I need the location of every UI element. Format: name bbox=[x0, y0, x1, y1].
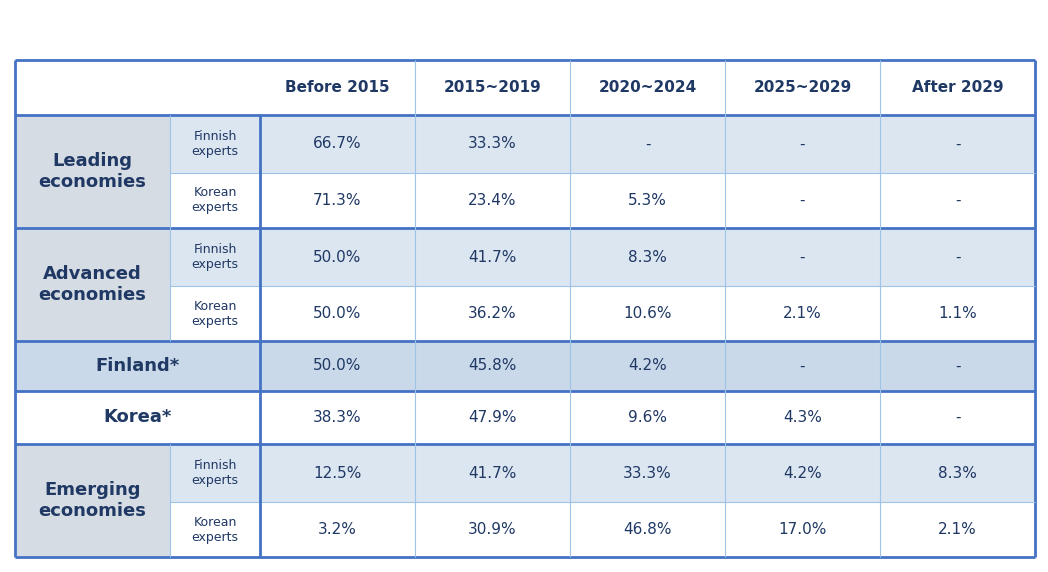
Text: 2020~2024: 2020~2024 bbox=[598, 80, 697, 95]
Text: Korean
experts: Korean experts bbox=[192, 300, 239, 328]
Text: -: - bbox=[955, 137, 960, 152]
Bar bbox=[15, 391, 170, 444]
Text: Emerging
economies: Emerging economies bbox=[39, 481, 147, 520]
Text: 8.3%: 8.3% bbox=[628, 249, 667, 264]
Text: 17.0%: 17.0% bbox=[779, 522, 827, 537]
Bar bbox=[170, 286, 260, 341]
Text: -: - bbox=[800, 137, 805, 152]
Bar bbox=[15, 341, 170, 391]
Text: -: - bbox=[955, 193, 960, 208]
Bar bbox=[15, 173, 170, 228]
Bar bbox=[15, 444, 1035, 502]
Text: Finland*: Finland* bbox=[95, 357, 179, 375]
Text: 2015~2019: 2015~2019 bbox=[443, 80, 542, 95]
Text: -: - bbox=[800, 359, 805, 374]
Bar bbox=[15, 286, 1035, 341]
Text: 33.3%: 33.3% bbox=[624, 466, 672, 480]
Text: After 2029: After 2029 bbox=[912, 80, 1003, 95]
Bar bbox=[15, 286, 170, 341]
Bar bbox=[15, 502, 1035, 557]
Bar bbox=[15, 444, 170, 502]
Text: Finnish
experts: Finnish experts bbox=[192, 130, 239, 158]
Text: 12.5%: 12.5% bbox=[313, 466, 362, 480]
Bar bbox=[15, 115, 170, 173]
Text: 4.3%: 4.3% bbox=[783, 410, 822, 425]
Bar bbox=[15, 391, 260, 444]
Text: 1.1%: 1.1% bbox=[938, 306, 977, 321]
Text: Leading
economies: Leading economies bbox=[39, 152, 147, 191]
Text: 23.4%: 23.4% bbox=[468, 193, 517, 208]
Text: 3.2%: 3.2% bbox=[318, 522, 357, 537]
Text: Before 2015: Before 2015 bbox=[285, 80, 390, 95]
Text: 30.9%: 30.9% bbox=[468, 522, 517, 537]
Bar bbox=[15, 391, 1035, 444]
Text: 45.8%: 45.8% bbox=[468, 359, 517, 374]
Bar bbox=[15, 502, 170, 557]
Bar bbox=[15, 341, 1035, 391]
Text: 4.2%: 4.2% bbox=[628, 359, 667, 374]
Text: 50.0%: 50.0% bbox=[313, 359, 362, 374]
Text: 41.7%: 41.7% bbox=[468, 466, 517, 480]
Text: Korea*: Korea* bbox=[104, 408, 172, 427]
Bar bbox=[15, 228, 1035, 286]
Text: 50.0%: 50.0% bbox=[313, 306, 362, 321]
Text: Finnish
experts: Finnish experts bbox=[192, 459, 239, 487]
Bar bbox=[170, 444, 260, 502]
Text: 2025~2029: 2025~2029 bbox=[754, 80, 852, 95]
Text: -: - bbox=[955, 249, 960, 264]
Text: 36.2%: 36.2% bbox=[468, 306, 517, 321]
Bar bbox=[15, 60, 1035, 115]
Bar bbox=[15, 228, 170, 286]
Text: 10.6%: 10.6% bbox=[624, 306, 672, 321]
Text: 50.0%: 50.0% bbox=[313, 249, 362, 264]
Bar bbox=[170, 502, 260, 557]
Text: Korean
experts: Korean experts bbox=[192, 186, 239, 214]
Bar bbox=[170, 115, 260, 173]
Text: 47.9%: 47.9% bbox=[468, 410, 517, 425]
Text: -: - bbox=[800, 193, 805, 208]
Bar bbox=[170, 228, 260, 286]
Bar bbox=[170, 173, 260, 228]
Text: -: - bbox=[955, 359, 960, 374]
Text: 4.2%: 4.2% bbox=[783, 466, 822, 480]
Bar bbox=[15, 341, 260, 391]
Text: -: - bbox=[645, 137, 650, 152]
Text: 66.7%: 66.7% bbox=[313, 137, 362, 152]
Text: 8.3%: 8.3% bbox=[938, 466, 977, 480]
Text: 38.3%: 38.3% bbox=[313, 410, 362, 425]
Text: 41.7%: 41.7% bbox=[468, 249, 517, 264]
Text: 71.3%: 71.3% bbox=[313, 193, 362, 208]
Text: 2.1%: 2.1% bbox=[938, 522, 977, 537]
Text: 5.3%: 5.3% bbox=[628, 193, 667, 208]
Bar bbox=[15, 173, 1035, 228]
Text: 33.3%: 33.3% bbox=[468, 137, 517, 152]
Bar bbox=[15, 115, 1035, 173]
Text: 2.1%: 2.1% bbox=[783, 306, 822, 321]
Text: Korean
experts: Korean experts bbox=[192, 515, 239, 543]
Text: -: - bbox=[800, 249, 805, 264]
Text: 9.6%: 9.6% bbox=[628, 410, 667, 425]
Text: -: - bbox=[955, 410, 960, 425]
Text: Finnish
experts: Finnish experts bbox=[192, 243, 239, 271]
Text: Advanced
economies: Advanced economies bbox=[39, 265, 147, 304]
Text: 46.8%: 46.8% bbox=[624, 522, 672, 537]
